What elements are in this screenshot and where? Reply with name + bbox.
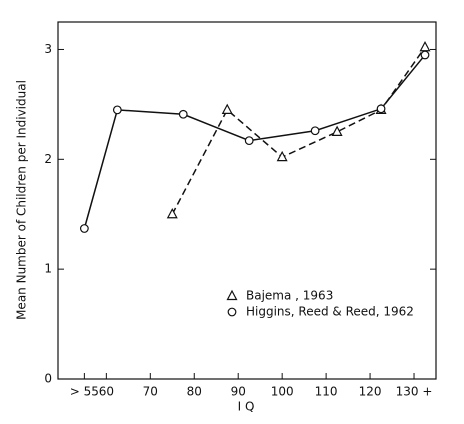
x-tick-label: 70 (143, 385, 158, 399)
legend-marker (227, 307, 237, 317)
y-tick-label: 1 (44, 262, 52, 276)
y-tick-label: 0 (44, 372, 52, 386)
x-tick-label: 110 (315, 385, 338, 399)
data-point (112, 105, 122, 115)
x-tick-label: 120 (359, 385, 382, 399)
data-point (376, 104, 386, 114)
legend-marker (226, 289, 238, 301)
x-tick-label: 90 (231, 385, 246, 399)
data-point (420, 50, 430, 60)
x-tick-label: 100 (271, 385, 294, 399)
data-point (244, 136, 254, 146)
data-point (331, 125, 343, 136)
legend-label: Higgins, Reed & Reed, 1962 (246, 305, 414, 319)
data-point (79, 224, 89, 233)
x-tick-label: 130 + (396, 385, 433, 399)
data-point (166, 207, 178, 219)
x-tick-label: > 55 (70, 385, 99, 399)
legend-label: Bajema , 1963 (246, 289, 333, 303)
data-point (178, 109, 188, 119)
plot-frame (57, 21, 437, 380)
x-tick-label: 60 (99, 385, 114, 399)
data-point (276, 150, 288, 162)
x-tick-label: 80 (187, 385, 202, 399)
y-axis-label: Mean Number of Children per Individual (15, 80, 29, 320)
y-tick-label: 3 (44, 42, 52, 56)
y-tick-label: 2 (44, 152, 52, 166)
data-point (310, 126, 320, 136)
x-axis-label: I Q (238, 400, 255, 414)
data-point (221, 103, 233, 114)
